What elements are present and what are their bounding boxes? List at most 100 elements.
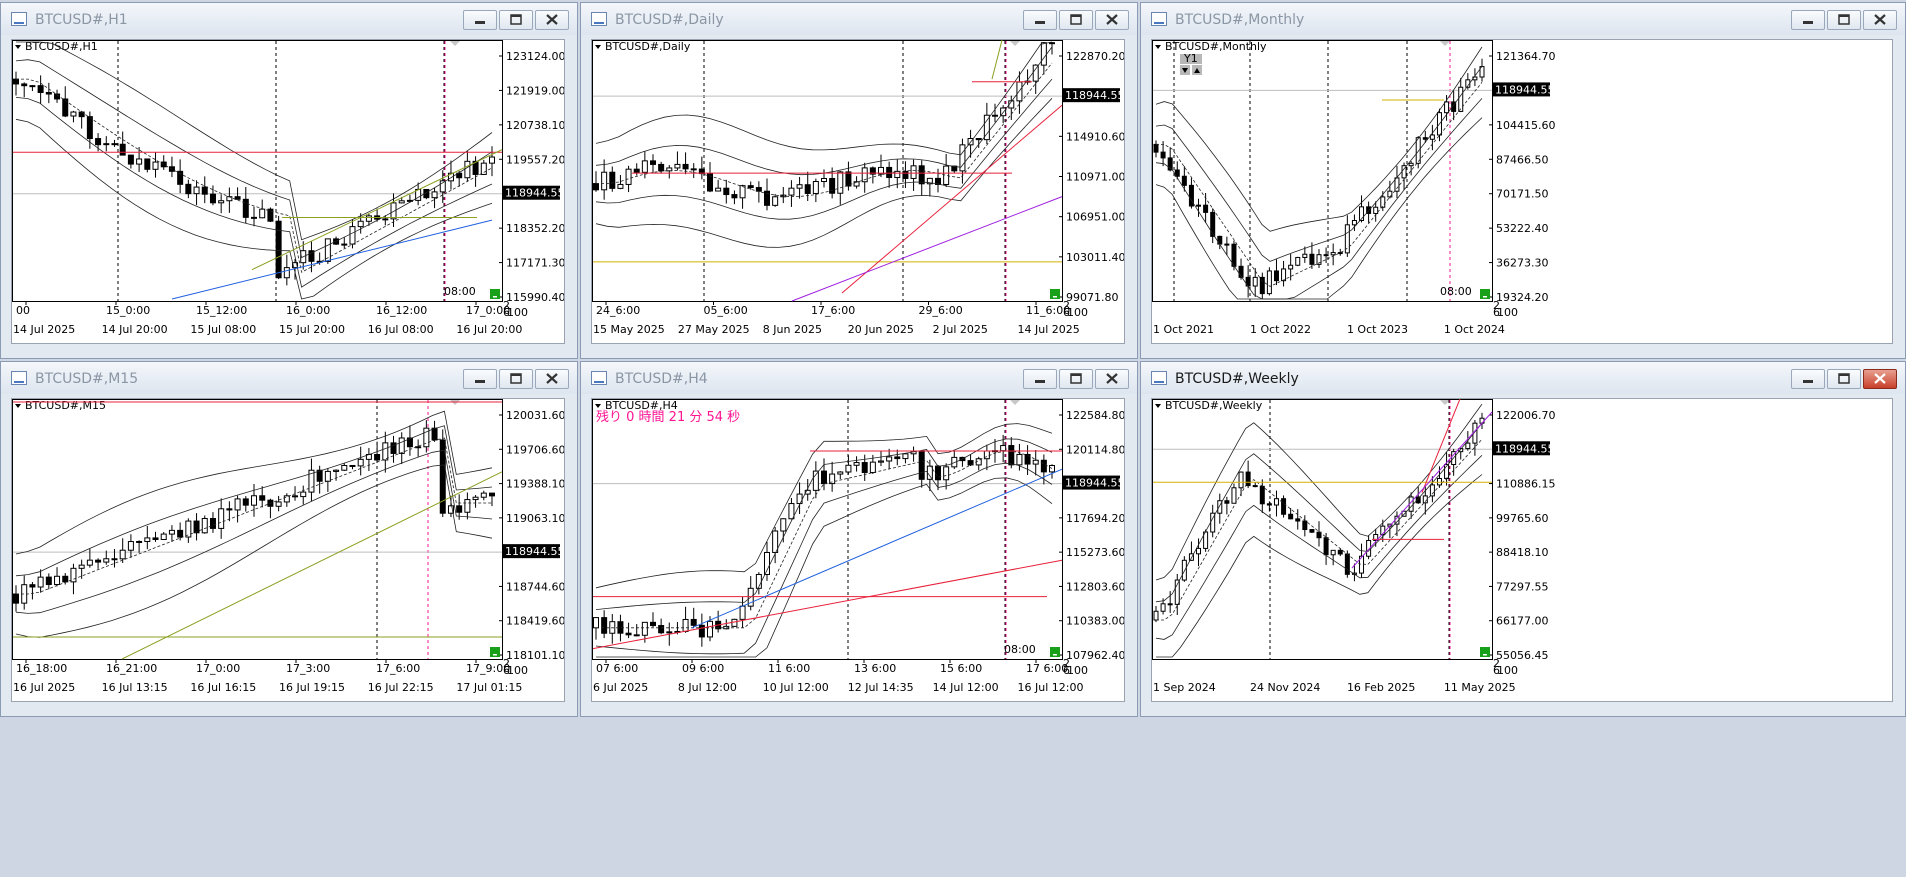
maximize-button[interactable]	[1827, 10, 1861, 30]
candle-body	[242, 498, 249, 506]
title-bar[interactable]: BTCUSD#,Daily	[581, 3, 1137, 35]
price-axis-label: 119388.10	[506, 478, 564, 491]
close-button[interactable]	[1863, 10, 1897, 30]
dropdown-triangle-icon[interactable]	[15, 45, 21, 49]
minimize-button[interactable]	[1023, 10, 1057, 30]
chart-area[interactable]: BTCUSD#,M15 120031.60 119706.60 119388.10 11…	[11, 398, 565, 702]
maximize-button[interactable]	[499, 369, 533, 389]
price-axis-label: 120114.80	[1066, 443, 1124, 456]
price-axis-label: 117694.20	[1066, 512, 1124, 525]
price-axis-label: 114910.60	[1066, 130, 1124, 143]
chart-window-h4[interactable]: BTCUSD#,H4 BTCUSD#,H4 122584.80 120114.80 11…	[580, 361, 1138, 717]
title-bar[interactable]: BTCUSD#,H1	[1, 3, 577, 35]
candle-body	[845, 171, 852, 187]
bollinger-band	[595, 423, 1053, 589]
title-bar[interactable]: BTCUSD#,Monthly	[1141, 3, 1905, 35]
chart-area[interactable]: BTCUSD#,H4 122584.80 120114.80 118944.55 117…	[591, 398, 1125, 702]
title-bar[interactable]: BTCUSD#,M15	[1, 362, 577, 394]
chart-area[interactable]: BTCUSD#,Weekly 122006.70 118944.55 110886.1…	[1151, 398, 1893, 702]
maximize-button[interactable]	[1827, 369, 1861, 389]
candle-body	[37, 576, 44, 588]
countdown-timer: 残り 0 時間 21 分 54 秒	[596, 410, 740, 425]
date-axis-label: 1 Oct 2021	[1153, 323, 1214, 336]
candle-body	[283, 495, 290, 503]
close-button[interactable]	[1095, 10, 1129, 30]
close-button[interactable]	[1863, 369, 1897, 389]
chart-window-weekly[interactable]: BTCUSD#,Weekly BTCUSD#,Weekly 122006.70 118…	[1140, 361, 1906, 717]
candle-body	[13, 593, 19, 604]
candle-body	[1415, 496, 1421, 504]
chart-window-m15[interactable]: BTCUSD#,M15 BTCUSD#,M15 120031.60 119706.60…	[0, 361, 578, 717]
corner-label: 100	[507, 664, 528, 677]
candle-body	[878, 460, 884, 463]
candle-body	[1049, 42, 1055, 45]
candle-body	[633, 168, 640, 173]
chart-window-h1[interactable]: BTCUSD#,H1 BTCUSD#,H1 123124.00 121919.00 12…	[0, 2, 578, 359]
chart-area[interactable]: BTCUSD#,H1 123124.00 121919.00 120738.10 119…	[11, 39, 565, 344]
candle-body	[1302, 520, 1308, 531]
minimize-button[interactable]	[463, 10, 497, 30]
y1-badge	[1180, 54, 1202, 64]
date-axis-label: 16 Jul 20:00	[456, 323, 522, 336]
minimize-button[interactable]	[1791, 10, 1825, 30]
candle-body	[1337, 252, 1343, 255]
dropdown-triangle-icon[interactable]	[1155, 45, 1161, 49]
candle-body	[837, 471, 844, 475]
minimize-button[interactable]	[463, 369, 497, 389]
trend-line	[171, 219, 493, 300]
candle-timer: 08:00	[444, 285, 476, 298]
current-price-tag	[502, 185, 560, 200]
time-axis-label: 17_0:00	[466, 304, 510, 317]
candle-body	[902, 170, 909, 179]
dropdown-triangle-icon[interactable]	[1155, 404, 1161, 408]
candle-body	[209, 193, 216, 204]
date-axis-label: 16 Jul 2025	[13, 681, 75, 694]
chart-window-daily[interactable]: BTCUSD#,Daily BTCUSD#,Daily 122870.20 11894…	[580, 2, 1138, 359]
dropdown-triangle-icon[interactable]	[595, 45, 601, 49]
candle-body	[267, 208, 274, 222]
dropdown-triangle-icon[interactable]	[595, 404, 601, 408]
title-bar[interactable]: BTCUSD#,H4	[581, 362, 1137, 394]
chart-area[interactable]: BTCUSD#,Daily 122870.20 118944.55 114910.60…	[591, 39, 1125, 344]
candle-body	[1181, 175, 1187, 186]
close-button[interactable]	[535, 369, 569, 389]
maximize-button[interactable]	[1059, 369, 1093, 389]
chart-plot[interactable]: BTCUSD#,Weekly 122006.70 118944.55 110886.1…	[1152, 399, 1892, 701]
candle-body	[1422, 137, 1428, 140]
candle-body	[1217, 500, 1223, 514]
time-axis-label: 05_6:00	[704, 304, 748, 317]
chart-plot[interactable]: BTCUSD#,Monthly 121364.70 118944.55 104415.…	[1152, 40, 1892, 343]
candle-body	[894, 456, 901, 460]
chart-window-icon	[1151, 12, 1167, 26]
title-bar[interactable]: BTCUSD#,Weekly	[1141, 362, 1905, 394]
maximize-button[interactable]	[1059, 10, 1093, 30]
minimize-button[interactable]	[1791, 369, 1825, 389]
date-axis-label: 14 Jul 2025	[1018, 323, 1080, 336]
chart-plot[interactable]: BTCUSD#,H4 122584.80 120114.80 118944.55 117…	[592, 399, 1124, 701]
chart-window-monthly[interactable]: BTCUSD#,Monthly BTCUSD#,Monthly 121364.70 1…	[1140, 2, 1906, 359]
corner-label: 100	[1067, 306, 1088, 319]
candle-body	[1415, 137, 1421, 164]
up-arrow-icon	[1194, 68, 1200, 73]
candle-body	[1153, 610, 1159, 621]
chart-area[interactable]: BTCUSD#,Monthly 121364.70 118944.55 104415.…	[1151, 39, 1893, 344]
time-axis-label: 15_0:00	[106, 304, 150, 317]
candle-body	[275, 220, 282, 279]
chart-plot[interactable]: BTCUSD#,M15 120031.60 119706.60 119388.10 11…	[12, 399, 564, 701]
candle-body	[951, 456, 958, 468]
candle-body	[731, 618, 738, 627]
price-axis-label: 118352.20	[506, 222, 564, 235]
candle-body	[650, 621, 656, 627]
chart-plot[interactable]: BTCUSD#,Daily 122870.20 118944.55 114910.60…	[592, 40, 1124, 343]
dropdown-triangle-icon[interactable]	[15, 404, 21, 408]
candle-body	[1238, 471, 1244, 489]
candle-body	[796, 493, 803, 505]
chart-plot[interactable]: BTCUSD#,H1 123124.00 121919.00 120738.10 119…	[12, 40, 564, 343]
candle-body	[902, 453, 909, 460]
maximize-button[interactable]	[499, 10, 533, 30]
close-button[interactable]	[1095, 369, 1129, 389]
minimize-button[interactable]	[1023, 369, 1057, 389]
close-button[interactable]	[535, 10, 569, 30]
candle-body	[739, 605, 746, 620]
date-axis-label: 16 Feb 2025	[1347, 681, 1415, 694]
